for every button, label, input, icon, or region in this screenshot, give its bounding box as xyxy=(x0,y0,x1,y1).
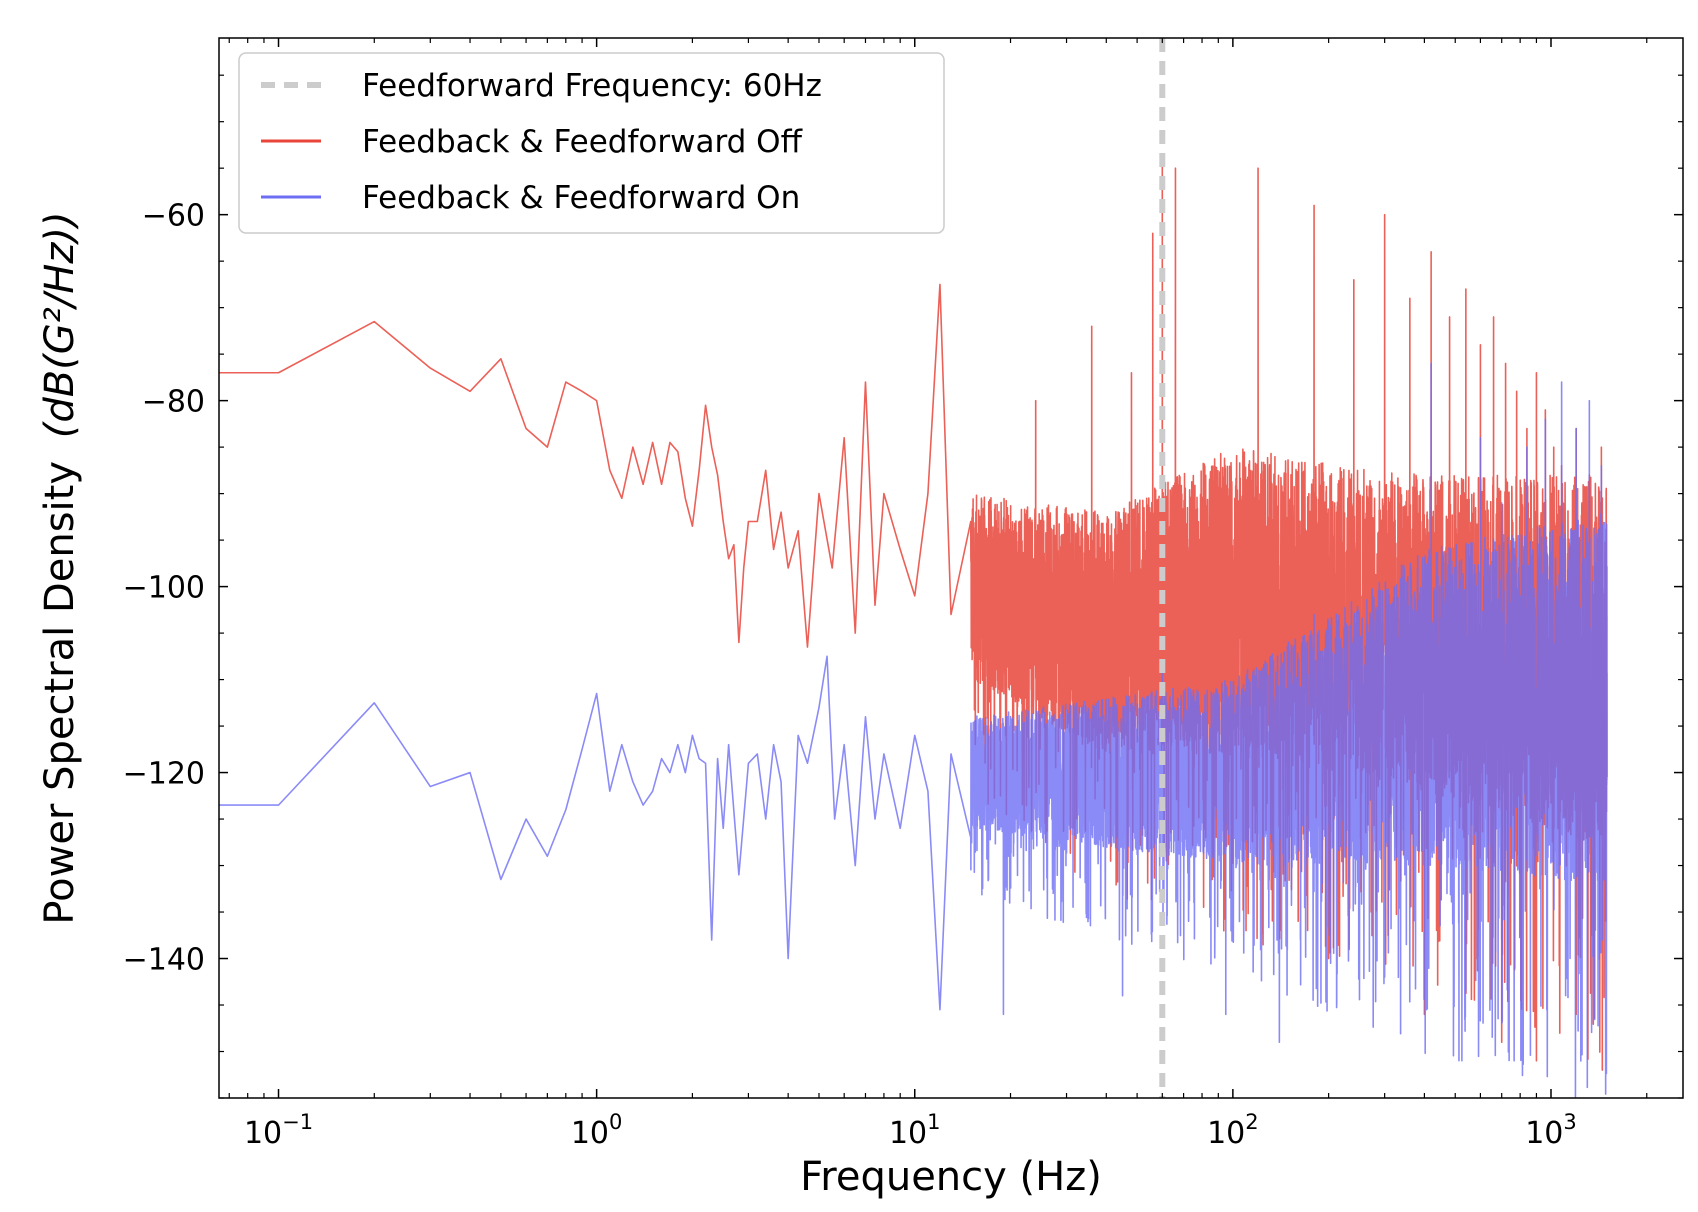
legend-label-on: Feedback & Feedforward On xyxy=(362,180,800,216)
y-tick-label: −80 xyxy=(142,385,205,420)
y-tick-label: −140 xyxy=(123,943,205,978)
series-layer xyxy=(219,158,1608,1098)
legend-label-vline: Feedforward Frequency: 60Hz xyxy=(362,68,822,104)
legend-box xyxy=(238,52,945,234)
x-axis-ticks: 10−1 100 101 102 103 xyxy=(228,38,1648,1151)
x-tick-label: 101 xyxy=(889,1110,941,1151)
y-tick-label: −100 xyxy=(123,571,205,606)
y-tick-label: −120 xyxy=(123,757,205,792)
y-axis-ticks: −60 −80 −100 −120 −140 xyxy=(123,74,1683,1099)
legend-label-off: Feedback & Feedforward Off xyxy=(362,124,803,160)
x-tick-label: 102 xyxy=(1207,1110,1259,1151)
x-tick-label: 10−1 xyxy=(244,1110,313,1151)
y-axis-label-group: Power Spectral Density (dB(G²/Hz)) xyxy=(37,211,83,924)
x-tick-label: 103 xyxy=(1525,1110,1577,1151)
x-tick-label: 100 xyxy=(571,1110,623,1151)
y-axis-unit: (dB(G²/Hz)) xyxy=(37,211,83,438)
series-line-feedback-on xyxy=(219,362,1608,1098)
x-axis-label: Frequency (Hz) xyxy=(800,1154,1102,1200)
legend: Feedforward Frequency: 60Hz Feedback & F… xyxy=(238,52,945,234)
y-tick-label: −60 xyxy=(142,199,205,234)
plot-frame xyxy=(218,37,1684,1099)
y-axis-label: Power Spectral Density xyxy=(37,461,83,925)
svg-text:Power Spectral Density (: Power Spectral Density (dB(G²/Hz)) xyxy=(37,211,83,924)
